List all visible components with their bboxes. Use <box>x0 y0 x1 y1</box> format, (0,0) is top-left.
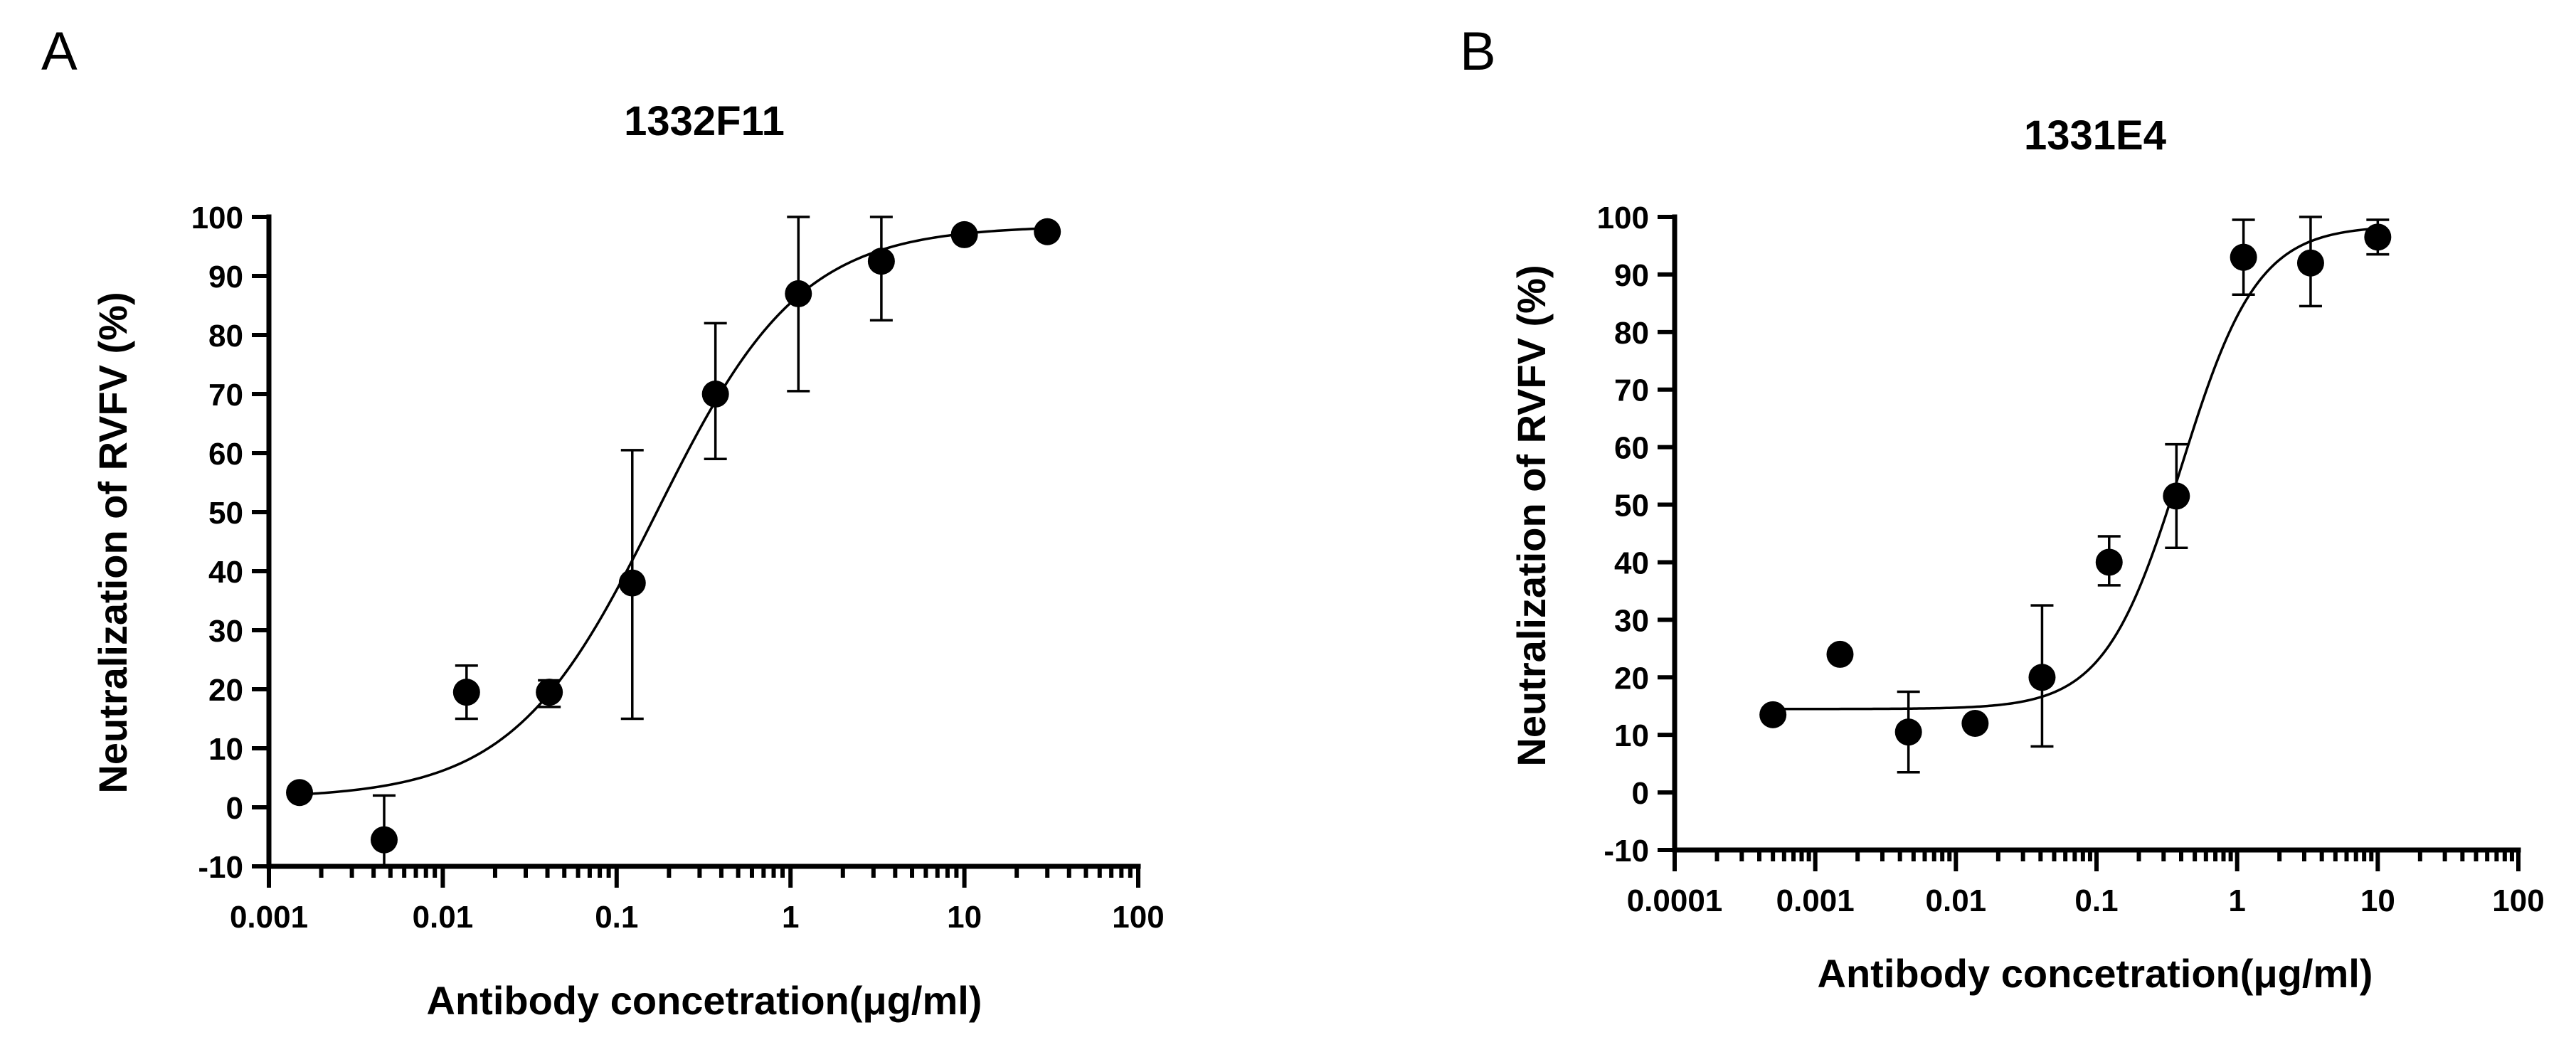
panel-b-data-point <box>1961 710 1989 737</box>
panel-b-chart: B 1331E4 Antibody concetration(μg/ml) Ne… <box>1460 21 2545 996</box>
panel-a-y-tick-label: 20 <box>208 673 243 708</box>
panel-a-y-tick-label: 60 <box>208 437 243 472</box>
panel-b-error-bars <box>1897 216 2390 774</box>
panel-b-x-tick-label: 0.0001 <box>1627 883 1723 918</box>
panel-a-y-tick-label: 40 <box>208 555 243 590</box>
panel-a-data-point <box>1034 218 1061 245</box>
panel-b-y-tick-label: 60 <box>1614 431 1649 466</box>
panel-b-data-point <box>1894 718 1922 746</box>
panel-a-error-bars <box>372 216 893 868</box>
panel-b-y-tick-label: 70 <box>1614 373 1649 408</box>
panel-b-data-point <box>2296 249 2324 277</box>
panel-a-x-tick-label: 0.01 <box>413 900 474 935</box>
panel-b-y-tick-label: 90 <box>1614 258 1649 293</box>
panel-a-y-axis-label: Neutralization of RVFV (%) <box>90 292 135 793</box>
panel-b-data-point <box>2230 243 2257 271</box>
panel-b-data-point <box>2028 664 2056 691</box>
panel-a-data-point <box>286 779 314 807</box>
panel-a-y-tick-label: 100 <box>191 201 243 235</box>
panel-b-x-tick-label: 0.01 <box>1926 883 1987 918</box>
panel-a-y-tick-label: 80 <box>208 319 243 354</box>
panel-a-data-point <box>618 569 646 597</box>
panel-a-data-point <box>867 248 895 275</box>
panel-b-title: 1331E4 <box>2024 112 2166 159</box>
panel-b-y-tick-label: 80 <box>1614 316 1649 351</box>
panel-a-data-point <box>950 221 978 248</box>
panel-b-data-point <box>1759 701 1787 728</box>
panel-a-axes: -10 0 10 20 30 40 50 60 70 80 90 100 0.001 0.01 0.1 1 10… <box>191 201 1165 935</box>
panel-b-x-tick-label: 0.001 <box>1776 883 1855 918</box>
panel-a-y-tick-label: 90 <box>208 260 243 294</box>
panel-a-y-tick-label: 30 <box>208 614 243 649</box>
panel-a-data-point <box>785 280 812 307</box>
panel-a-data-point <box>536 679 563 706</box>
panel-b-x-tick-label: 0.1 <box>2074 883 2118 918</box>
panel-b-y-tick-label: 10 <box>1614 718 1649 753</box>
panel-a-letter: A <box>41 21 78 82</box>
panel-b-data-point <box>2163 482 2190 510</box>
panel-b-data-point <box>2095 548 2123 576</box>
panel-a-y-tick-label: 70 <box>208 378 243 413</box>
panel-b-axes: -10 0 10 20 30 40 50 60 70 80 90 100 0.0001 0.001 0.01… <box>1597 201 2545 918</box>
panel-b-data-point <box>2364 223 2392 251</box>
panel-a-data-point <box>452 679 480 706</box>
panel-a-x-tick-label: 10 <box>947 900 982 935</box>
panel-b-y-tick-label: 40 <box>1614 546 1649 580</box>
panel-b-fit-curve <box>1773 227 2378 711</box>
panel-a-y-tick-label: -10 <box>198 850 243 885</box>
panel-a-data-points <box>286 218 1061 854</box>
panel-a-x-tick-label: 100 <box>1112 900 1164 935</box>
panel-b-y-tick-label: 0 <box>1632 776 1649 811</box>
panel-b-y-tick-label: -10 <box>1604 834 1649 868</box>
panel-b-x-axis-label: Antibody concetration(μg/ml) <box>1818 951 2373 996</box>
panel-a-x-tick-label: 0.001 <box>230 900 308 935</box>
panel-a-x-axis-label: Antibody concetration(μg/ml) <box>427 978 982 1023</box>
panel-a-title: 1332F11 <box>624 98 785 144</box>
panel-b-data-point <box>1826 640 1854 668</box>
panel-b-x-tick-label: 100 <box>2492 883 2544 918</box>
panel-b-letter: B <box>1460 21 1496 82</box>
panel-b-y-tick-label: 30 <box>1614 603 1649 638</box>
panel-b-y-tick-label: 20 <box>1614 661 1649 696</box>
panel-a-y-tick-label: 50 <box>208 496 243 531</box>
panel-a-data-point <box>370 826 398 854</box>
panel-a-x-tick-label: 0.1 <box>595 900 638 935</box>
panel-a-chart: A 1332F11 Antibody concetration(μg/ml) N… <box>41 21 1165 1023</box>
panel-b-x-tick-label: 10 <box>2360 883 2395 918</box>
panel-b-y-tick-label: 50 <box>1614 489 1649 524</box>
panel-b-fit-layer <box>1773 227 2378 711</box>
panel-a-y-tick-label: 0 <box>226 791 243 826</box>
panel-a-x-tick-label: 1 <box>782 900 799 935</box>
panel-b-y-tick-label: 100 <box>1597 201 1649 235</box>
panel-b-x-tick-label: 1 <box>2228 883 2245 918</box>
panel-b-y-axis-label: Neutralization of RVFV (%) <box>1509 265 1554 766</box>
panel-a-fit-layer <box>299 227 1048 796</box>
panel-a-data-point <box>701 381 729 408</box>
panel-a-y-tick-label: 10 <box>208 732 243 767</box>
panel-b-data-points <box>1759 223 2392 746</box>
panel-a-fit-curve <box>299 227 1048 796</box>
